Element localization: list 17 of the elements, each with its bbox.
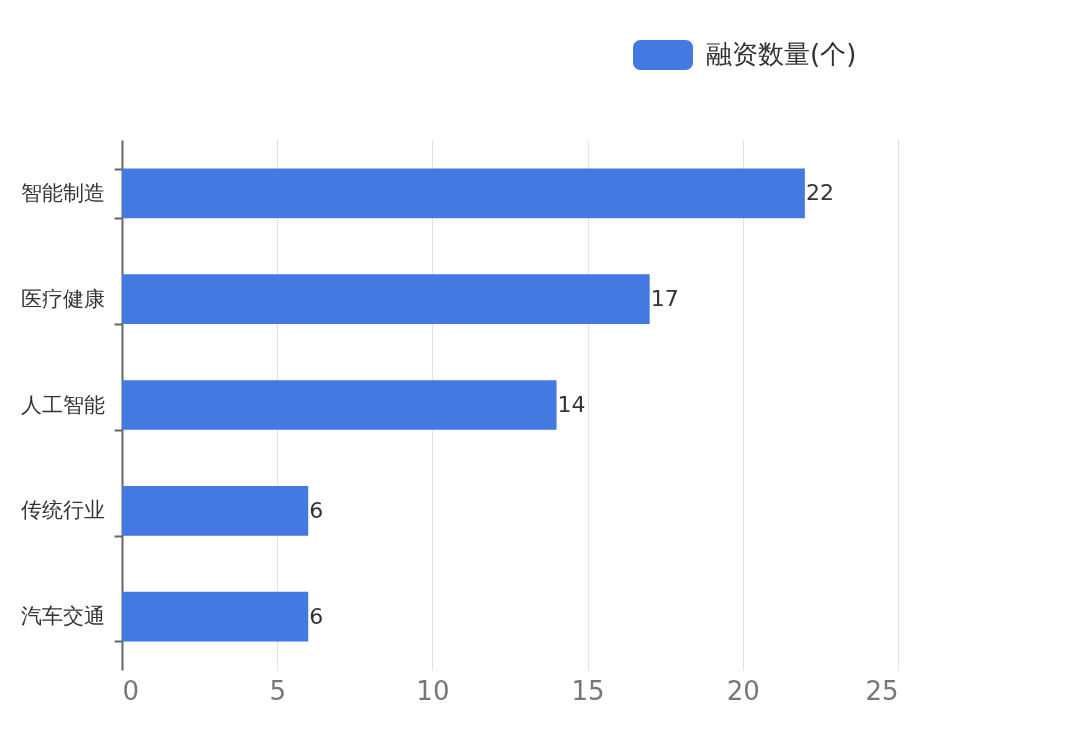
y-tick-label: 智能制造: [20, 180, 105, 205]
y-tick-label: 医疗健康: [20, 286, 105, 311]
x-tick-label: 25: [865, 675, 899, 706]
x-tick-label: 20: [726, 675, 760, 706]
x-tick-label: 10: [416, 675, 450, 706]
y-tick-label: 人工智能: [20, 392, 105, 417]
y-tick-label: 传统行业: [20, 498, 105, 523]
legend-label: 融资数量(个): [706, 39, 857, 69]
y-tick-label: 汽车交通: [20, 604, 105, 629]
data-label: 22: [805, 180, 834, 206]
data-label: 17: [650, 286, 679, 312]
x-tick-label: 0: [122, 675, 140, 706]
data-label: 6: [309, 497, 324, 523]
data-label: 6: [309, 603, 324, 629]
data-label: 14: [557, 392, 586, 417]
x-tick-label: 5: [269, 675, 286, 706]
x-tick-label: 15: [571, 675, 605, 706]
